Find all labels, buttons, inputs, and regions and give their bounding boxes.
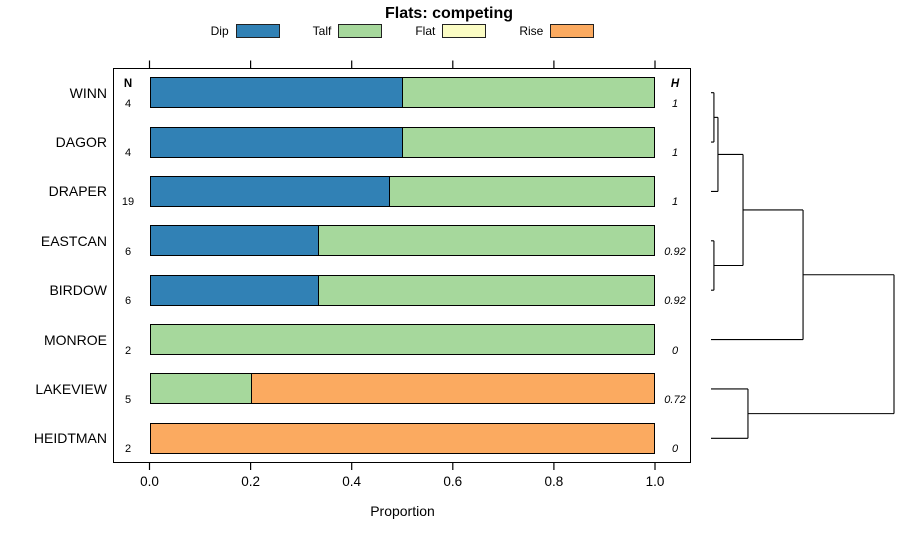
- n-column-header: N: [123, 78, 133, 90]
- h-column-header: H: [670, 78, 680, 90]
- bar-row: [149, 274, 655, 306]
- x-axis-tick-label: 0.2: [241, 474, 260, 489]
- bar-segment-dip: [150, 176, 389, 206]
- legend-label: Rise: [519, 24, 544, 38]
- category-label-heidtman: HEIDTMAN: [33, 430, 107, 447]
- category-label-winn: WINN: [69, 84, 107, 101]
- n-value: 4: [124, 97, 132, 110]
- n-value: 2: [124, 443, 132, 456]
- bar-segment-dip: [150, 78, 402, 108]
- bar-segment-talf: [401, 78, 654, 108]
- n-value: 6: [124, 295, 132, 308]
- x-axis-title: Proportion: [370, 503, 435, 519]
- category-label-eastcan: EASTCAN: [40, 232, 107, 249]
- bar-segment-dip: [150, 226, 318, 256]
- n-value: 6: [124, 245, 132, 258]
- x-axis-tick-label: 0.6: [443, 474, 463, 489]
- h-value: 1: [671, 196, 679, 209]
- category-label-lakeview: LAKEVIEW: [35, 380, 107, 397]
- bar-segment-talf: [388, 176, 654, 206]
- category-label-draper: DRAPER: [48, 183, 107, 200]
- bar-segment-rise: [150, 423, 654, 453]
- bar-segment-dip: [150, 127, 402, 157]
- bar-segment-talf: [317, 226, 654, 256]
- h-value: 0.92: [664, 245, 686, 258]
- bar-row: [149, 126, 655, 158]
- legend-swatch-dip: [235, 24, 280, 38]
- legend-label: Talf: [312, 24, 332, 38]
- legend-swatch-flat: [442, 24, 487, 38]
- legend-item-talf: Talf: [313, 24, 383, 38]
- chart-title: Flats: competing: [384, 5, 513, 22]
- legend-item-flat: Flat: [415, 24, 487, 38]
- n-value: 19: [121, 196, 135, 209]
- legend-item-dip: Dip: [211, 24, 280, 38]
- bar-row: [149, 373, 655, 405]
- legend-swatch-rise: [550, 24, 595, 38]
- legend-label: Dip: [210, 24, 229, 38]
- x-axis-tick-label: 1.0: [645, 474, 665, 489]
- category-label-birdow: BIRDOW: [49, 282, 107, 299]
- h-value: 1: [671, 147, 679, 160]
- bar-row: [149, 77, 655, 109]
- bar-segment-dip: [150, 275, 318, 305]
- legend-swatch-talf: [338, 24, 383, 38]
- h-value: 0.72: [664, 393, 686, 406]
- bar-segment-rise: [251, 374, 654, 404]
- legend-label: Flat: [415, 24, 436, 38]
- x-axis-tick-label: 0.4: [342, 474, 362, 489]
- bar-row: [149, 422, 655, 454]
- bar-row: [149, 324, 655, 356]
- h-value: 0: [671, 443, 679, 456]
- category-label-dagor: DAGOR: [55, 134, 107, 151]
- legend: Dip Talf Flat Rise: [0, 24, 805, 38]
- legend-item-rise: Rise: [519, 24, 595, 38]
- bar-row: [149, 225, 655, 257]
- n-value: 2: [124, 344, 132, 357]
- n-value: 4: [124, 147, 132, 160]
- x-axis-tick-label: 0.8: [544, 474, 564, 489]
- bar-segment-talf: [401, 127, 654, 157]
- h-value: 1: [671, 97, 679, 110]
- bar-segment-talf: [317, 275, 654, 305]
- bar-segment-talf: [150, 374, 251, 404]
- h-value: 0: [671, 344, 679, 357]
- x-axis-tick-label: 0.0: [140, 474, 159, 489]
- n-value: 5: [124, 393, 132, 406]
- h-value: 0.92: [664, 295, 686, 308]
- category-label-monroe: MONROE: [44, 331, 107, 348]
- bar-segment-talf: [150, 325, 654, 355]
- bar-row: [149, 175, 655, 207]
